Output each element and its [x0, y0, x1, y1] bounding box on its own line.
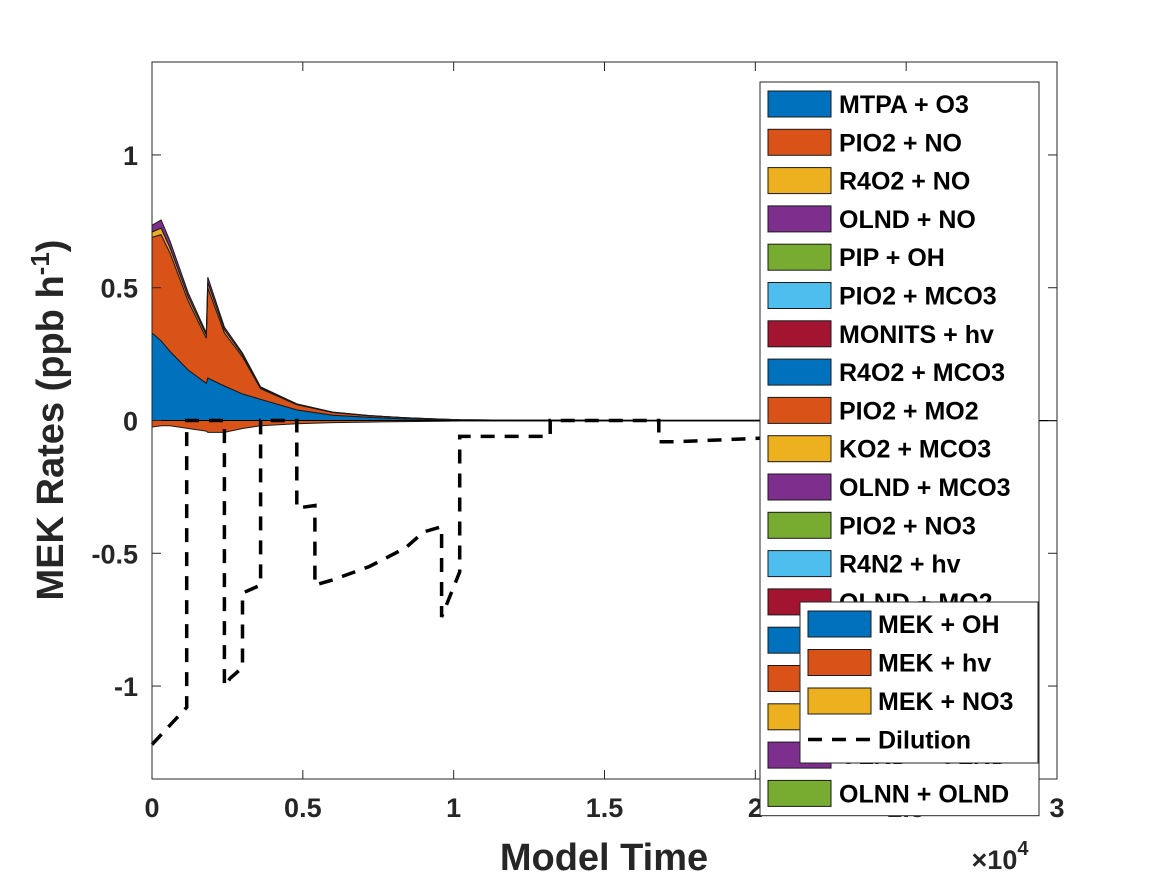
legend-label: KO2 + MCO3 [839, 436, 991, 464]
x-tick-label: 1 [446, 793, 461, 823]
x-tick-label: 3 [1049, 793, 1064, 823]
legend-label: PIO2 + NO3 [839, 512, 976, 540]
legend-swatch [807, 687, 872, 715]
y-tick-label: 0.5 [100, 274, 138, 304]
legend-label: PIO2 + MO2 [839, 397, 979, 425]
legend-label: OLND + MCO3 [839, 474, 1011, 502]
y-tick-label: 0 [123, 407, 138, 437]
legend-entry: Dilution [808, 727, 971, 755]
legend-entry: PIO2 + MO2 [767, 396, 979, 425]
legend-swatch [767, 473, 832, 501]
y-tick-label: 1 [123, 141, 138, 171]
y-tick-label: -1 [114, 672, 138, 702]
y-axis-label: MEK Rates (ppb h-1) [25, 240, 72, 601]
legend-label: Dilution [878, 727, 971, 755]
legend-entry: OLND + NO [767, 205, 976, 234]
legend-label: MTPA + O3 [839, 91, 969, 119]
legend-label: R4O2 + MCO3 [839, 359, 1005, 387]
legend-swatch [767, 282, 832, 309]
y-tick-label: -0.5 [91, 539, 138, 569]
x-tick-label: 2 [748, 793, 763, 823]
legend-swatch [767, 511, 832, 539]
legend-label: R4N2 + hv [839, 551, 961, 579]
legend-label: R4O2 + NO [839, 168, 970, 196]
legend-label: MEK + hv [878, 650, 991, 678]
legend-swatch [767, 205, 832, 233]
legend-swatch [767, 779, 832, 807]
legend-swatch [767, 358, 832, 386]
legend-label: OLND + NO [839, 206, 976, 234]
legend-entry: PIO2 + NO [767, 128, 962, 157]
legend-entry: R4O2 + NO [767, 167, 970, 196]
legend-entry: OLND + MCO3 [767, 473, 1011, 502]
legend-swatch [767, 90, 832, 118]
legend-label: PIO2 + MCO3 [839, 283, 997, 311]
x-tick-label: 0.5 [284, 793, 322, 823]
legend-label: MONITS + hv [839, 321, 994, 349]
legend-entry: MEK + OH [807, 610, 1000, 639]
legend-swatch [767, 128, 832, 156]
legend-label: OLNN + OLND [839, 780, 1009, 808]
x-axis-exponent: ×104 [972, 838, 1030, 875]
legend-entry: PIO2 + MCO3 [767, 282, 997, 311]
x-axis-label: Model Time [500, 837, 708, 875]
legend-entry: PIO2 + NO3 [767, 511, 976, 540]
legend-entry: MEK + NO3 [807, 687, 1013, 716]
legend-overlay: MEK + OH MEK + hv MEK + NO3 Dilution [799, 601, 1039, 764]
legend-label: MEK + OH [878, 611, 1000, 639]
legend-label: PIO2 + NO [839, 129, 962, 157]
legend-swatch [767, 320, 832, 348]
x-tick-label: 1.5 [586, 793, 624, 823]
x-tick-label: 0 [144, 793, 159, 823]
legend-swatch [807, 610, 872, 638]
legend-swatch [807, 649, 872, 676]
legend-entry: R4O2 + MCO3 [767, 358, 1005, 387]
legend-entry: R4N2 + hv [767, 550, 961, 579]
legend-label: MEK + NO3 [878, 688, 1013, 716]
legend-swatch [767, 396, 832, 424]
legend-swatch [767, 167, 832, 195]
legend-entry: OLNN + OLND [767, 779, 1009, 808]
legend-entry: MONITS + hv [767, 320, 994, 349]
legend-entry: KO2 + MCO3 [767, 435, 991, 464]
legend-label: PIP + OH [839, 244, 945, 272]
y-axis: -1 -0.5 0 0.5 1 [91, 141, 1057, 702]
legend-entry: MTPA + O3 [767, 90, 969, 119]
legend-swatch [767, 435, 832, 463]
legend-swatch [767, 550, 832, 578]
legend-entry: PIP + OH [767, 243, 945, 272]
legend-swatch [767, 243, 832, 271]
legend-entry: MEK + hv [807, 649, 991, 678]
